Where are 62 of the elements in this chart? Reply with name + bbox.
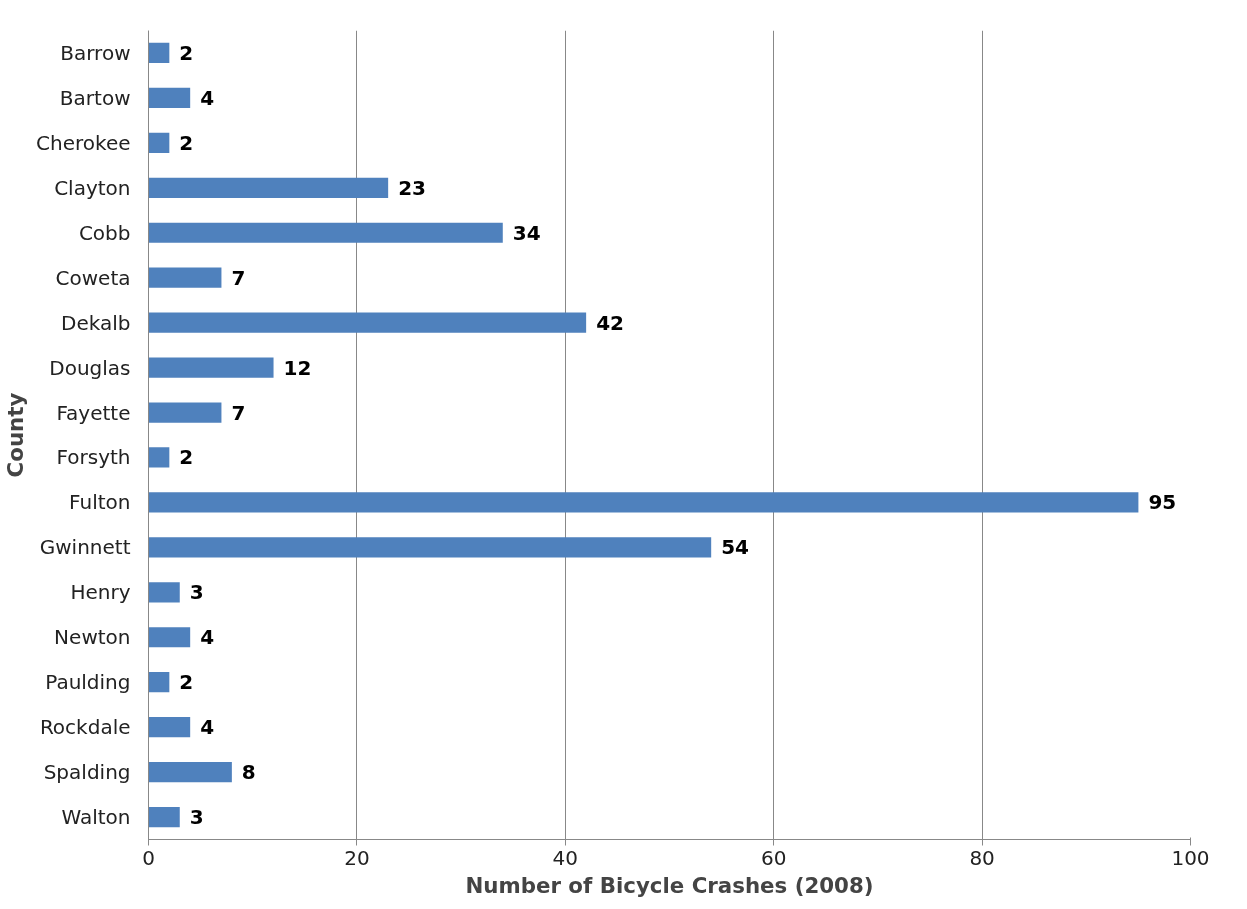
y-tick-label: Paulding [45, 670, 131, 695]
y-tick-label: Dekalb [61, 310, 131, 335]
data-label: 54 [721, 535, 750, 560]
data-label: 2 [179, 130, 194, 155]
data-label: 42 [596, 310, 624, 335]
data-label: 2 [179, 670, 194, 695]
x-tick-label: 0 [142, 845, 155, 870]
data-label: 34 [512, 220, 541, 245]
y-tick-label: Cherokee [36, 130, 131, 155]
y-tick-label: Rockdale [39, 715, 131, 740]
data-label: 3 [189, 805, 204, 830]
bar [148, 582, 180, 603]
y-tick-label: Clayton [54, 175, 131, 200]
data-label: 23 [398, 175, 426, 200]
y-tick-label: Gwinnett [39, 535, 131, 560]
y-tick-label: Walton [61, 805, 131, 830]
bar [148, 267, 222, 288]
y-tick-label: Spalding [43, 760, 131, 785]
data-label: 4 [200, 85, 215, 110]
data-label: 2 [179, 445, 194, 470]
data-label: 12 [283, 355, 312, 380]
y-tick-label: Forsyth [56, 445, 131, 470]
x-axis-title: Number of Bicycle Crashes (2008) [465, 872, 874, 898]
data-label: 4 [200, 715, 215, 740]
bar [148, 492, 1139, 513]
bar [148, 447, 170, 468]
bar [148, 177, 389, 198]
data-label: 2 [179, 40, 194, 65]
y-tick-label: Fayette [56, 400, 131, 425]
x-tick-label: 60 [760, 845, 787, 870]
y-tick-label: Barrow [60, 40, 131, 65]
bar [148, 87, 191, 109]
x-tick-label: 80 [969, 845, 995, 870]
y-axis-title: County [3, 392, 29, 478]
bar [148, 717, 191, 738]
bar [148, 132, 170, 153]
data-label: 3 [189, 580, 204, 605]
y-tick-label: Coweta [55, 265, 131, 290]
data-label: 4 [200, 625, 215, 650]
bar [148, 806, 180, 828]
y-tick-label: Fulton [69, 490, 131, 515]
bar [148, 312, 587, 333]
y-tick-label: Bartow [59, 85, 131, 110]
bar [148, 627, 191, 648]
bar [148, 357, 274, 378]
data-label: 7 [231, 265, 246, 290]
y-tick-label: Douglas [49, 355, 131, 380]
bar [148, 402, 222, 423]
x-tick-label: 20 [344, 845, 370, 870]
data-label: 8 [241, 760, 256, 785]
data-label: 7 [231, 400, 246, 425]
bar [148, 761, 232, 783]
x-tick-label: 40 [552, 845, 579, 870]
data-label: 95 [1148, 490, 1177, 515]
bar [148, 537, 712, 558]
bar [148, 42, 170, 64]
y-tick-label: Cobb [78, 220, 131, 245]
bar [148, 672, 170, 693]
x-tick-label: 100 [1171, 845, 1210, 870]
bar [148, 222, 503, 243]
y-tick-label: Henry [70, 580, 131, 605]
y-tick-label: Newton [54, 625, 131, 650]
